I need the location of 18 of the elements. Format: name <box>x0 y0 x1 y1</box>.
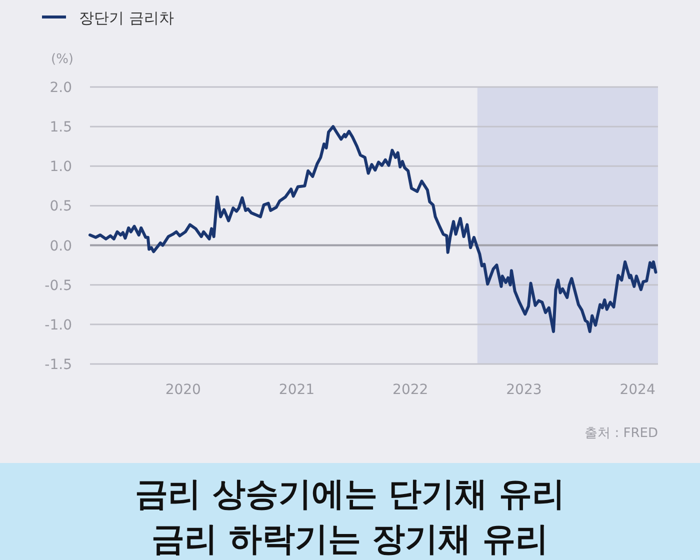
y-axis-title: (%) <box>51 52 74 67</box>
y-tick-label: -1.0 <box>44 317 72 334</box>
x-tick-label: 2021 <box>278 382 315 398</box>
y-tick-label: 0.5 <box>50 198 72 215</box>
y-tick-label: 0.0 <box>50 238 72 254</box>
x-tick-label: 2022 <box>392 382 428 398</box>
y-tick-label: 2.0 <box>50 80 72 96</box>
source-note: 출처 : FRED <box>584 426 658 441</box>
text: 금리 상승기에는 단기채 유리 <box>134 474 566 513</box>
legend-label: 장단기 금리차 <box>79 9 174 27</box>
y-tick-label: -0.5 <box>44 278 72 294</box>
y-tick-label: 1.0 <box>50 159 72 176</box>
x-tick-label: 2024 <box>620 382 656 398</box>
text: 금리 하락기는 장기채 유리 <box>151 519 549 558</box>
y-tick-label: 1.5 <box>50 120 72 136</box>
y-tick-label: -1.5 <box>44 357 72 373</box>
x-tick-label: 2023 <box>506 382 542 398</box>
x-tick-label: 2020 <box>165 382 201 398</box>
